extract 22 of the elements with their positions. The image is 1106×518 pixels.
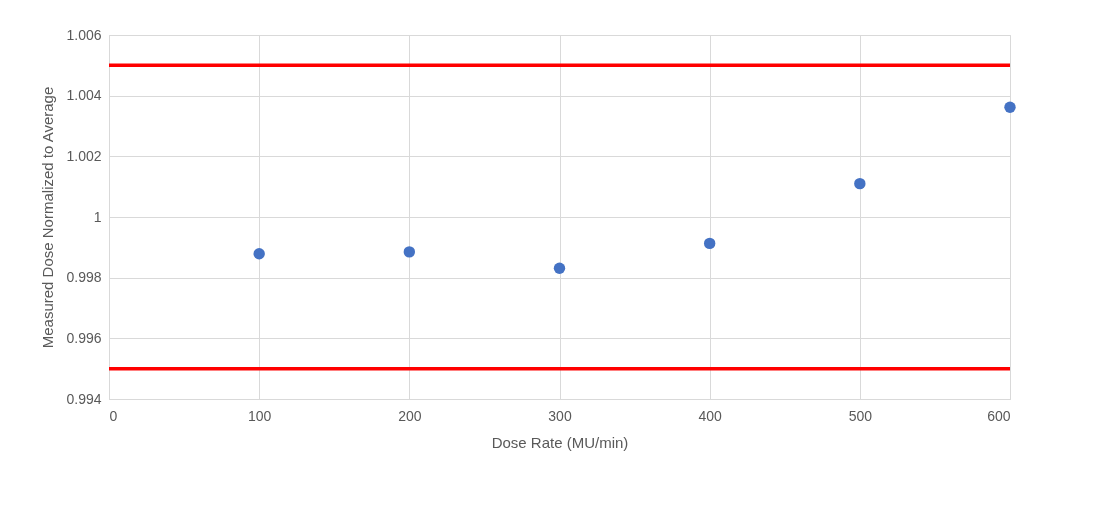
y-tick-label: 1.004 — [66, 87, 102, 104]
point — [703, 237, 716, 250]
x-tick-label: 200 — [398, 407, 422, 424]
x-tick-label: 300 — [548, 407, 572, 424]
y-tick-label: 0.994 — [66, 390, 102, 407]
y-tick-label: 0.996 — [66, 329, 102, 346]
point — [253, 248, 265, 260]
x-tick-label: 100 — [247, 407, 272, 424]
point — [553, 262, 566, 274]
x-tick-label: 400 — [698, 407, 723, 424]
y-tick-label: 0.998 — [66, 269, 102, 286]
point — [1004, 101, 1016, 113]
point — [854, 177, 866, 190]
x-tick-label: 600 — [987, 407, 1011, 424]
y-tick-label: 1.006 — [66, 26, 102, 43]
point — [403, 246, 416, 258]
y-tick-label: 1.002 — [66, 147, 102, 164]
x-tick-label: 500 — [848, 407, 873, 424]
x-tick-label: 0 — [109, 407, 118, 424]
x-axis-title: Dose Rate (MU/min) — [491, 433, 629, 451]
y-axis-title: Measured Dose Normalized to Average — [39, 86, 57, 349]
y-tick-label: 1 — [93, 208, 102, 225]
